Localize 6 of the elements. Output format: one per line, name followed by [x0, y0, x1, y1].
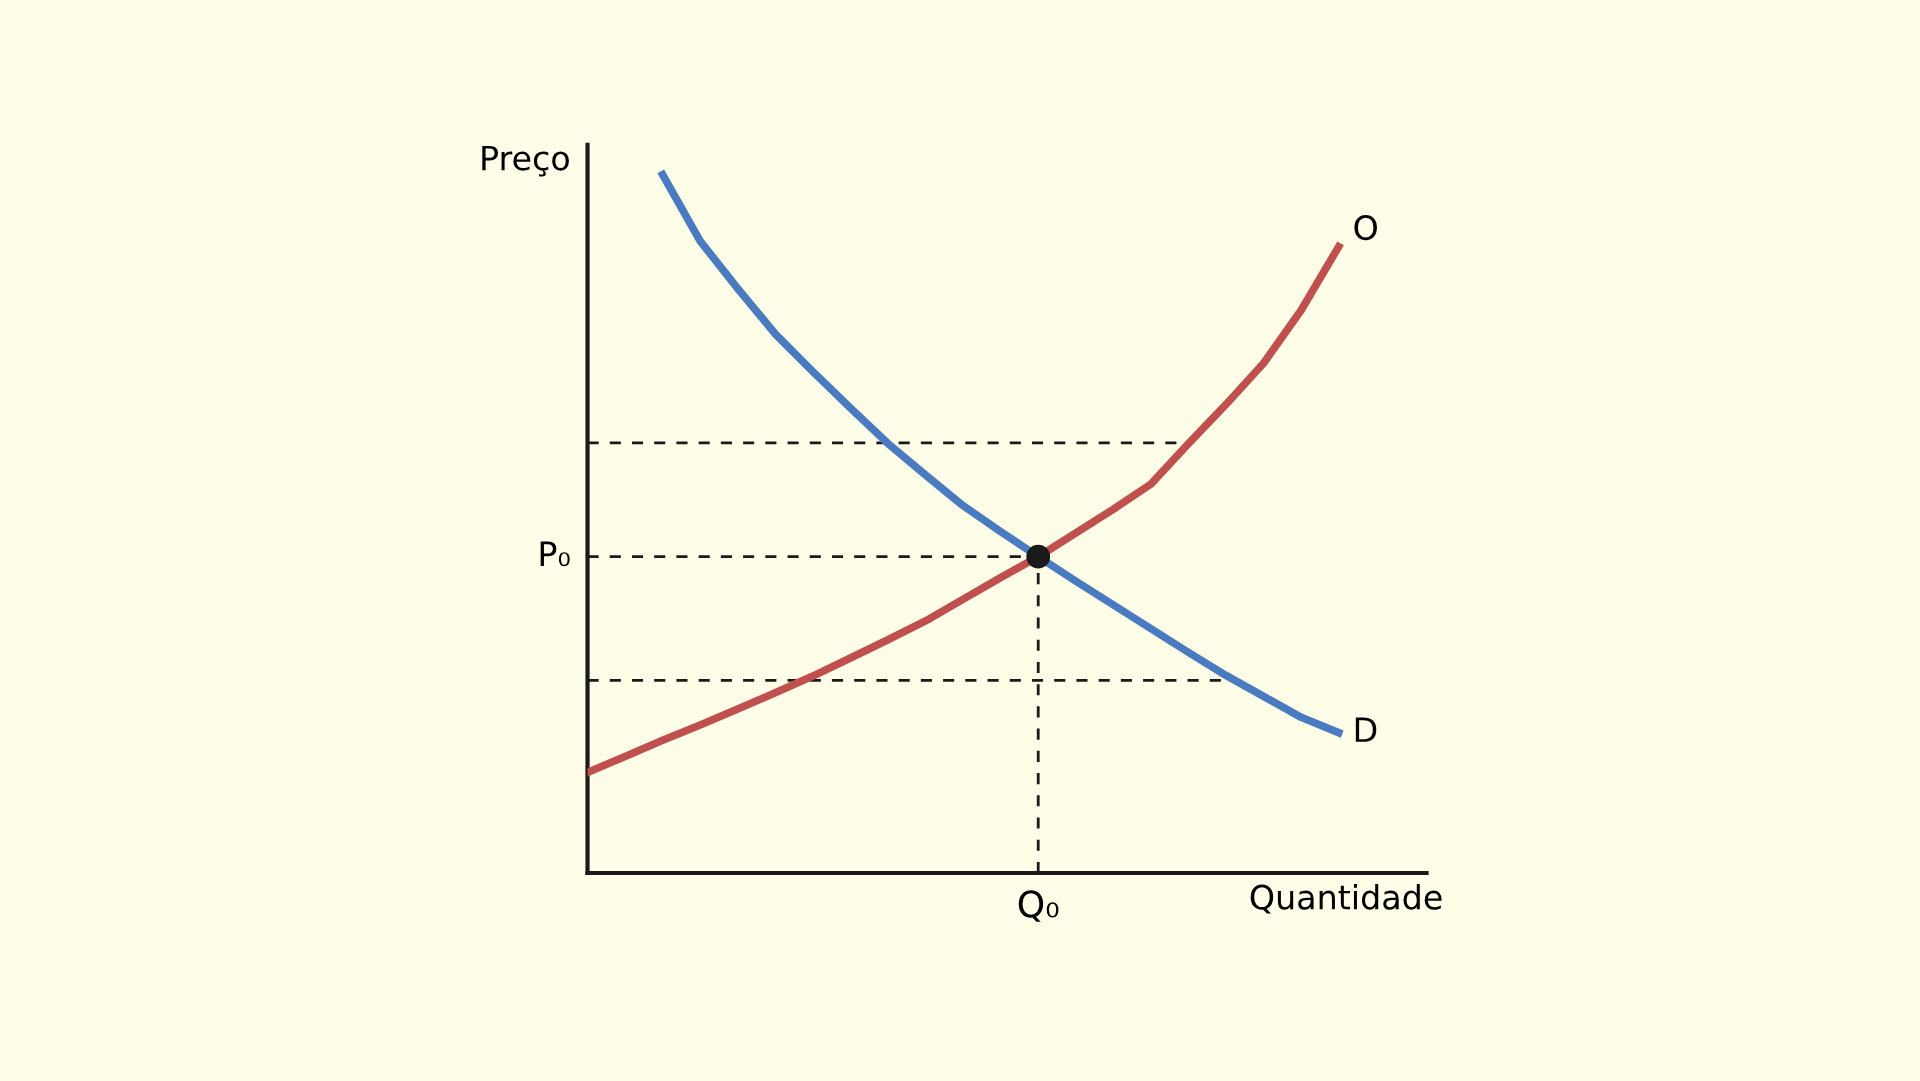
series-label: O	[1354, 214, 1377, 241]
ref-line-label: P₀	[540, 541, 570, 567]
series-label: D	[1355, 717, 1377, 742]
text: Q₀	[1018, 890, 1059, 922]
x-axis-title: Quantidade	[1250, 883, 1442, 914]
y-axis-title: Preço	[482, 145, 569, 177]
